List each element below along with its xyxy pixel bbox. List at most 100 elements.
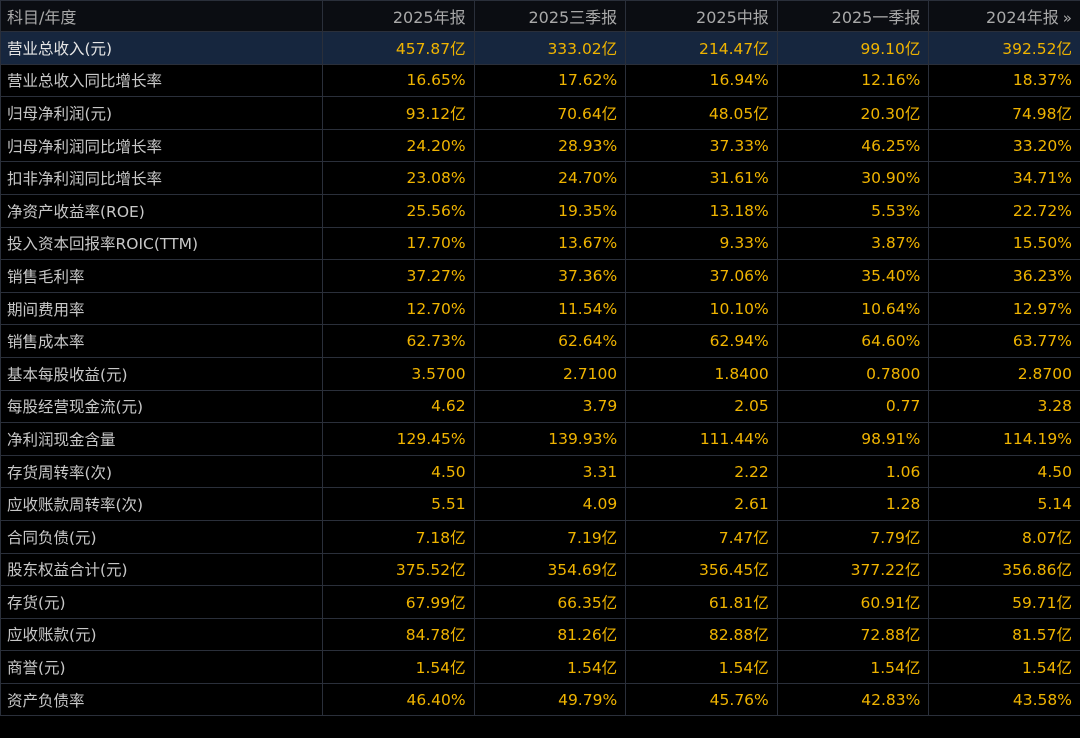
more-columns-icon[interactable]: » (1062, 9, 1072, 27)
value-cell: 16.65% (322, 63, 475, 98)
value-cell: 4.62 (322, 389, 475, 424)
value-cell: 333.02亿 (473, 31, 627, 65)
row-label: 商誉(元) (0, 650, 323, 684)
row-label: 每股经营现金流(元) (0, 389, 323, 424)
value-cell: 19.35% (473, 193, 627, 228)
value-cell: 375.52亿 (322, 552, 475, 587)
value-cell: 24.70% (473, 161, 627, 195)
table-row[interactable]: 营业总收入(元) 457.87亿 333.02亿 214.47亿 99.10亿 392.5… (0, 31, 1080, 65)
table-row[interactable]: 营业总收入同比增长率 16.65% 17.62% 16.94% 12.16% 18.37% (0, 63, 1080, 98)
value-cell: 3.31 (473, 454, 627, 489)
value-cell: 81.26亿 (473, 617, 627, 652)
value-cell: 43.58% (928, 682, 1080, 717)
value-cell: 12.70% (322, 291, 475, 326)
value-cell: 1.54亿 (473, 650, 627, 684)
value-cell: 12.97% (928, 291, 1080, 326)
value-cell: 2.8700 (928, 356, 1080, 391)
row-label: 应收账款(元) (0, 617, 323, 652)
row-label: 扣非净利润同比增长率 (0, 161, 323, 195)
value-cell: 37.06% (625, 259, 778, 293)
row-label: 净资产收益率(ROE) (0, 193, 323, 228)
table-row[interactable]: 净利润现金含量 129.45% 139.93% 111.44% 98.91% 114.19… (0, 422, 1080, 456)
value-cell: 1.28 (776, 487, 930, 521)
column-header-label[interactable]: 2024年报 (986, 8, 1059, 27)
value-cell: 37.27% (322, 259, 475, 293)
row-label: 存货周转率(次) (0, 454, 323, 489)
value-cell: 1.54亿 (625, 650, 778, 684)
row-label: 销售毛利率 (0, 259, 323, 293)
value-cell: 30.90% (776, 161, 930, 195)
table-row[interactable]: 商誉(元) 1.54亿 1.54亿 1.54亿 1.54亿 1.54亿 (0, 650, 1080, 684)
value-cell: 2.7100 (473, 356, 627, 391)
table-row[interactable]: 销售成本率 62.73% 62.64% 62.94% 64.60% 63.77% (0, 324, 1080, 358)
value-cell: 62.64% (473, 324, 627, 358)
value-cell: 13.18% (625, 193, 778, 228)
column-header[interactable]: 2025中报 (625, 0, 778, 32)
table-row[interactable]: 股东权益合计(元) 375.52亿 354.69亿 356.45亿 377.22亿 356… (0, 552, 1080, 587)
row-label: 资产负债率 (0, 682, 323, 717)
value-cell: 377.22亿 (776, 552, 930, 587)
value-cell: 354.69亿 (473, 552, 627, 587)
value-cell: 34.71% (928, 161, 1080, 195)
value-cell: 0.77 (776, 389, 930, 424)
table-row[interactable]: 销售毛利率 37.27% 37.36% 37.06% 35.40% 36.23% (0, 259, 1080, 293)
column-header[interactable]: 2025一季报 (776, 0, 930, 32)
row-label: 基本每股收益(元) (0, 356, 323, 391)
value-cell: 70.64亿 (473, 96, 627, 130)
table-row[interactable]: 净资产收益率(ROE) 25.56% 19.35% 13.18% 5.53% 22.72% (0, 193, 1080, 228)
value-cell: 3.28 (928, 389, 1080, 424)
table-row[interactable]: 归母净利润(元) 93.12亿 70.64亿 48.05亿 20.30亿 74.98亿 (0, 96, 1080, 130)
table-row[interactable]: 期间费用率 12.70% 11.54% 10.10% 10.64% 12.97% (0, 291, 1080, 326)
value-cell: 114.19% (928, 422, 1080, 456)
value-cell: 72.88亿 (776, 617, 930, 652)
value-cell: 23.08% (322, 161, 475, 195)
row-label: 应收账款周转率(次) (0, 487, 323, 521)
value-cell: 62.73% (322, 324, 475, 358)
row-label: 净利润现金含量 (0, 422, 323, 456)
value-cell: 60.91亿 (776, 585, 930, 619)
column-header[interactable]: 2025三季报 (473, 0, 627, 32)
value-cell: 67.99亿 (322, 585, 475, 619)
value-cell: 214.47亿 (625, 31, 778, 65)
value-cell: 63.77% (928, 324, 1080, 358)
row-label: 归母净利润(元) (0, 96, 323, 130)
value-cell: 17.62% (473, 63, 627, 98)
table-row[interactable]: 存货(元) 67.99亿 66.35亿 61.81亿 60.91亿 59.71亿 (0, 585, 1080, 619)
column-header-last[interactable]: 2024年报» (928, 0, 1080, 32)
table-row[interactable]: 资产负债率 46.40% 49.79% 45.76% 42.83% 43.58% (0, 682, 1080, 717)
value-cell: 3.79 (473, 389, 627, 424)
table-row[interactable]: 基本每股收益(元) 3.5700 2.7100 1.8400 0.7800 2.8700 (0, 356, 1080, 391)
table-row[interactable]: 合同负债(元) 7.18亿 7.19亿 7.47亿 7.79亿 8.07亿 (0, 519, 1080, 554)
value-cell: 4.09 (473, 487, 627, 521)
column-header[interactable]: 2025年报 (322, 0, 475, 32)
value-cell: 98.91% (776, 422, 930, 456)
value-cell: 33.20% (928, 128, 1080, 163)
table-row[interactable]: 存货周转率(次) 4.50 3.31 2.22 1.06 4.50 (0, 454, 1080, 489)
value-cell: 12.16% (776, 63, 930, 98)
value-cell: 2.61 (625, 487, 778, 521)
row-label: 存货(元) (0, 585, 323, 619)
table-row[interactable]: 扣非净利润同比增长率 23.08% 24.70% 31.61% 30.90% 34.71% (0, 161, 1080, 195)
value-cell: 45.76% (625, 682, 778, 717)
value-cell: 1.54亿 (322, 650, 475, 684)
table-body: 营业总收入(元) 457.87亿 333.02亿 214.47亿 99.10亿 392.5… (0, 31, 1080, 717)
value-cell: 5.14 (928, 487, 1080, 521)
value-cell: 7.18亿 (322, 519, 475, 554)
value-cell: 0.7800 (776, 356, 930, 391)
value-cell: 18.37% (928, 63, 1080, 98)
value-cell: 42.83% (776, 682, 930, 717)
value-cell: 111.44% (625, 422, 778, 456)
value-cell: 10.10% (625, 291, 778, 326)
table-row[interactable]: 应收账款(元) 84.78亿 81.26亿 82.88亿 72.88亿 81.57亿 (0, 617, 1080, 652)
table-row[interactable]: 归母净利润同比增长率 24.20% 28.93% 37.33% 46.25% 33.20% (0, 128, 1080, 163)
value-cell: 4.50 (928, 454, 1080, 489)
table-row[interactable]: 每股经营现金流(元) 4.62 3.79 2.05 0.77 3.28 (0, 389, 1080, 424)
row-label: 营业总收入同比增长率 (0, 63, 323, 98)
table-row[interactable]: 投入资本回报率ROIC(TTM) 17.70% 13.67% 9.33% 3.87% 15… (0, 226, 1080, 261)
value-cell: 64.60% (776, 324, 930, 358)
value-cell: 7.47亿 (625, 519, 778, 554)
value-cell: 16.94% (625, 63, 778, 98)
value-cell: 4.50 (322, 454, 475, 489)
table-row[interactable]: 应收账款周转率(次) 5.51 4.09 2.61 1.28 5.14 (0, 487, 1080, 521)
value-cell: 36.23% (928, 259, 1080, 293)
